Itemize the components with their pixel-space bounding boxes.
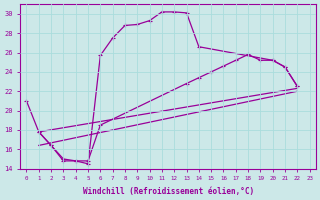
X-axis label: Windchill (Refroidissement éolien,°C): Windchill (Refroidissement éolien,°C) <box>83 187 254 196</box>
